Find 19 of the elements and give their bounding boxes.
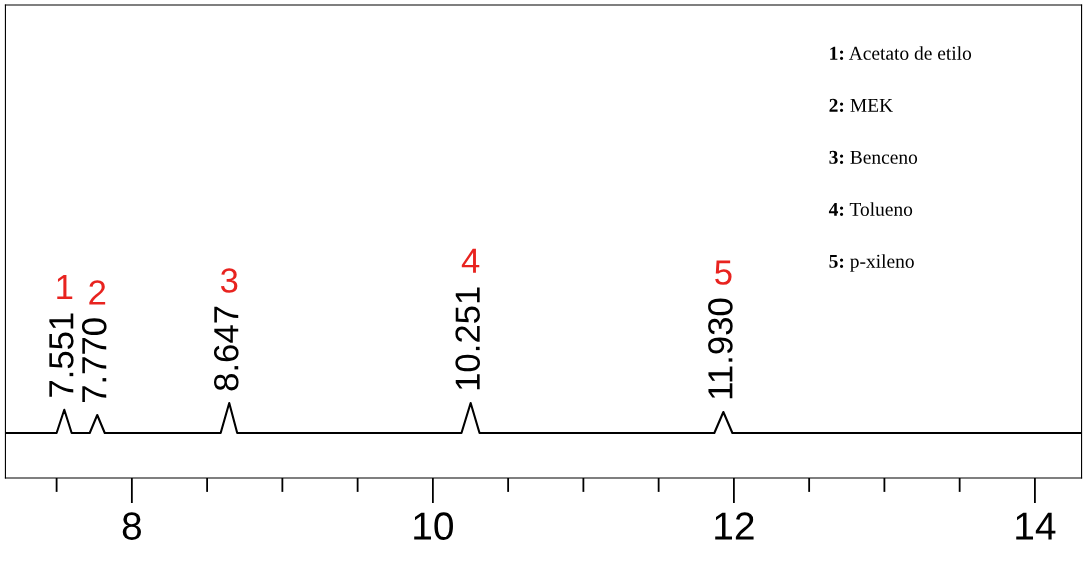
text: 4: Tolueno <box>828 202 913 216</box>
annotation: 10.251 <box>455 287 480 390</box>
text: 1 <box>57 275 73 299</box>
text: 4 <box>461 248 480 273</box>
x-tick-label: 8 <box>122 512 141 540</box>
text: 5: p-xileno <box>829 254 914 272</box>
text: 3: Benceno <box>829 150 918 164</box>
annotation: 7.770 <box>81 318 107 403</box>
annotation: 11.930 <box>708 298 733 399</box>
annotation: 7.551 <box>49 313 74 397</box>
text: 2 <box>89 280 106 305</box>
text: 5 <box>715 260 732 285</box>
x-tick-label: 14 <box>1016 512 1056 540</box>
text: 3 <box>220 268 238 293</box>
text: 1: Acetato de etilo <box>830 46 972 60</box>
text: 2: MEK <box>829 98 893 112</box>
annotation: 8.647 <box>213 306 239 391</box>
x-tick-label: 12 <box>715 512 754 540</box>
x-tick-label: 10 <box>414 512 453 540</box>
